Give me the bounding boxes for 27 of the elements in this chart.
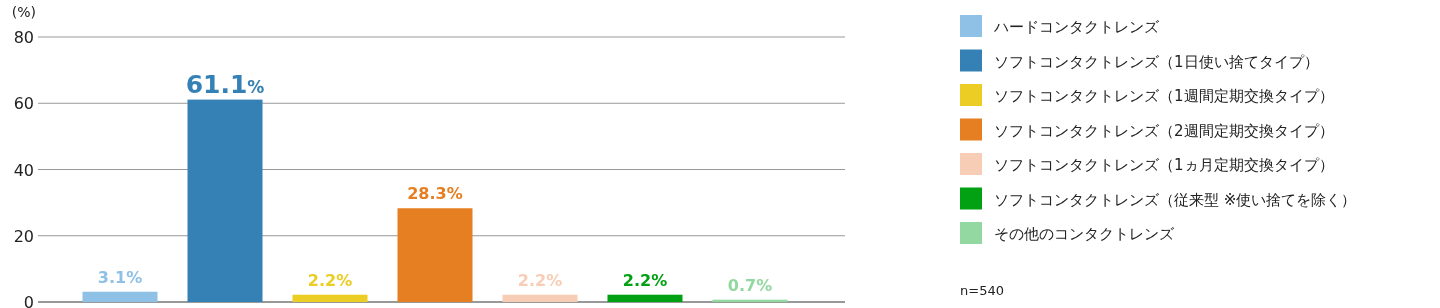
data-label: 28.3%: [407, 184, 463, 204]
bar: [187, 99, 263, 302]
text: n=540: [960, 283, 1004, 298]
y-tick-label: 80: [13, 28, 34, 47]
legend-label: ソフトコンタクトレンズ（2週間定期交換タイプ）: [994, 121, 1334, 140]
y-tick-label: 40: [13, 160, 34, 180]
bar: [607, 294, 683, 302]
legend-label: その他のコンタクトレンズ: [994, 225, 1175, 243]
data-label: 2.2%: [622, 270, 668, 290]
bar: [502, 294, 578, 302]
data-label: 61.1%: [185, 69, 265, 99]
data-label: 3.1%: [97, 267, 143, 287]
y-tick-label: 20: [13, 226, 34, 246]
y-tick-label: 60: [13, 94, 34, 114]
data-label: 2.2%: [307, 270, 353, 290]
bar: [397, 208, 473, 302]
legend-label: ソフトコンタクトレンズ（1ヵ月定期交換タイプ）: [994, 156, 1334, 174]
legend-label: ソフトコンタクトレンズ（1日使い捨てタイプ）: [994, 52, 1319, 71]
legend-label: ハードコンタクトレンズ: [993, 18, 1160, 36]
bar: [292, 294, 368, 302]
bar: [82, 291, 158, 302]
legend-label: ソフトコンタクトレンズ（1週間定期交換タイプ）: [994, 87, 1334, 105]
y-axis-title: (%): [11, 4, 36, 20]
legend-label: ソフトコンタクトレンズ（従来型 ※使い捨てを除く）: [994, 190, 1357, 209]
data-label: 0.7%: [727, 275, 773, 295]
y-tick-label: 0: [23, 293, 34, 308]
data-label: 2.2%: [517, 270, 563, 290]
